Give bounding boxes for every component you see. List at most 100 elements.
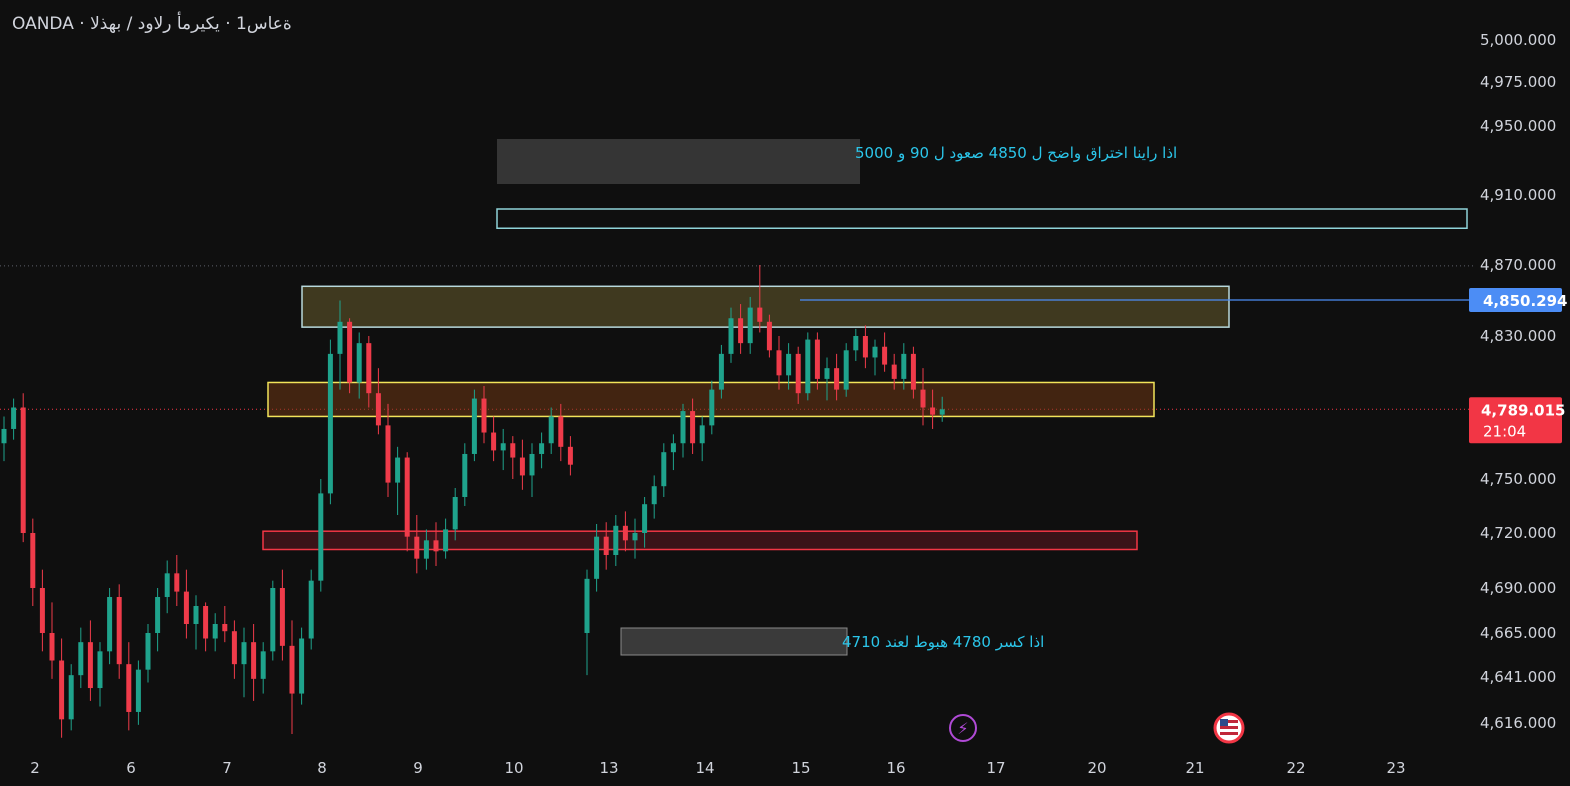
c2-candle-15 [728,318,734,354]
c1-candle-14 [135,669,141,712]
c1-candle-7 [68,675,74,720]
c2-candle-14 [718,353,724,390]
x-tick-label: 21 [1185,759,1204,777]
x-tick-label: 13 [599,759,618,777]
x-tick-label: 14 [695,759,714,777]
c2-candle-35 [920,389,926,408]
c1-candle-12 [116,597,122,665]
c1-candle-39 [375,393,381,426]
c1-candle-34 [327,353,333,494]
c2-candle-24 [814,339,820,379]
c1-candle-13 [126,664,132,712]
c2-candle-22 [795,353,801,394]
c1-candle-5 [49,633,55,661]
c1-candle-23 [222,624,228,632]
x-tick-label: 9 [413,759,423,777]
c1-candle-45 [433,540,439,552]
c1-candle-43 [414,536,420,559]
c2-candle-7 [651,486,657,505]
c2-candle-33 [901,353,907,379]
c2-candle-25 [824,368,830,379]
c1-candle-20 [193,606,199,624]
c1-candle-49 [471,398,477,454]
c2-candle-5 [632,533,638,541]
x-tick-label: 6 [126,759,136,777]
c1-candle-52 [500,443,506,451]
c2-candle-37 [939,409,945,415]
price-tag-red-time: 21:04 [1483,422,1526,440]
x-tick-label: 22 [1286,759,1305,777]
c1-candle-42 [404,457,410,537]
lightning-glyph: ⚡ [957,719,968,738]
x-tick-label: 7 [222,759,232,777]
c2-candle-8 [661,452,667,487]
annotation-box-breakdown [620,627,848,656]
c1-candle-53 [510,443,516,458]
c2-candle-18 [757,307,763,322]
symbol-header[interactable]: OANDA · ةعاس1 · يكيرمأ رلاود / بهذلا [12,14,292,34]
c1-candle-11 [107,597,113,652]
c1-candle-33 [318,493,324,581]
c1-candle-2 [20,407,26,533]
y-tick-label: 4,910.000 [1480,186,1556,204]
c1-candle-26 [251,642,257,679]
x-tick-label: 23 [1386,759,1405,777]
c1-candle-37 [356,343,362,383]
x-tick-label: 8 [317,759,327,777]
lightning-icon [949,714,977,742]
c2-candle-30 [872,346,878,358]
c2-candle-4 [622,525,628,541]
y-tick-label: 4,750.000 [1480,470,1556,488]
c2-candle-13 [709,389,715,426]
c2-candle-19 [766,321,772,351]
x-tick-label: 15 [791,759,810,777]
x-tick-label: 17 [986,759,1005,777]
annotation-text-breakdown: اذا كسر 4780 هبوط لعند 4710 [842,633,1044,651]
c2-candle-29 [862,336,868,358]
us-flag-stripe [1220,726,1238,729]
c2-candle-20 [776,350,782,376]
c1-candle-50 [481,398,487,433]
c1-candle-15 [145,633,151,670]
c1-candle-6 [59,660,65,720]
us-flag-stripe [1220,732,1238,735]
c1-candle-51 [491,432,497,451]
c1-candle-22 [212,624,218,639]
us-flag-canton [1220,719,1228,726]
c1-candle-32 [308,580,314,639]
c2-candle-28 [853,336,859,351]
zone-resistance-zone [301,285,1230,328]
us-flag-stripe [1220,720,1238,723]
c1-candle-16 [155,597,161,633]
c2-candle-3 [613,525,619,555]
c1-candle-56 [539,443,545,454]
price-tag-blue-label: 4,850.294 [1483,292,1567,310]
c2-candle-11 [690,411,696,444]
c2-candle-17 [747,307,753,344]
c2-candle-36 [930,407,936,415]
c1-candle-46 [443,529,449,552]
c1-candle-30 [289,645,295,694]
c2-candle-26 [834,368,840,390]
c1-candle-48 [462,453,468,497]
price-tag-red-label: 4,789.015 [1481,401,1565,419]
y-tick-label: 4,690.000 [1480,579,1556,597]
price-tag-red [1469,397,1562,444]
y-tick-label: 4,616.000 [1480,714,1556,732]
c1-candle-41 [395,457,401,483]
zone-resistance-upper [496,208,1468,229]
c1-candle-40 [385,425,391,483]
c1-candle-1 [11,407,17,429]
c1-candle-19 [183,591,189,624]
x-tick-label: 10 [504,759,523,777]
c1-candle-57 [548,416,554,444]
c2-candle-16 [738,318,744,344]
c1-candle-8 [78,642,84,676]
c1-candle-38 [366,343,372,394]
c2-candle-2 [603,536,609,555]
c1-candle-55 [529,453,535,476]
c1-candle-28 [270,588,276,652]
c2-candle-0 [584,578,590,633]
